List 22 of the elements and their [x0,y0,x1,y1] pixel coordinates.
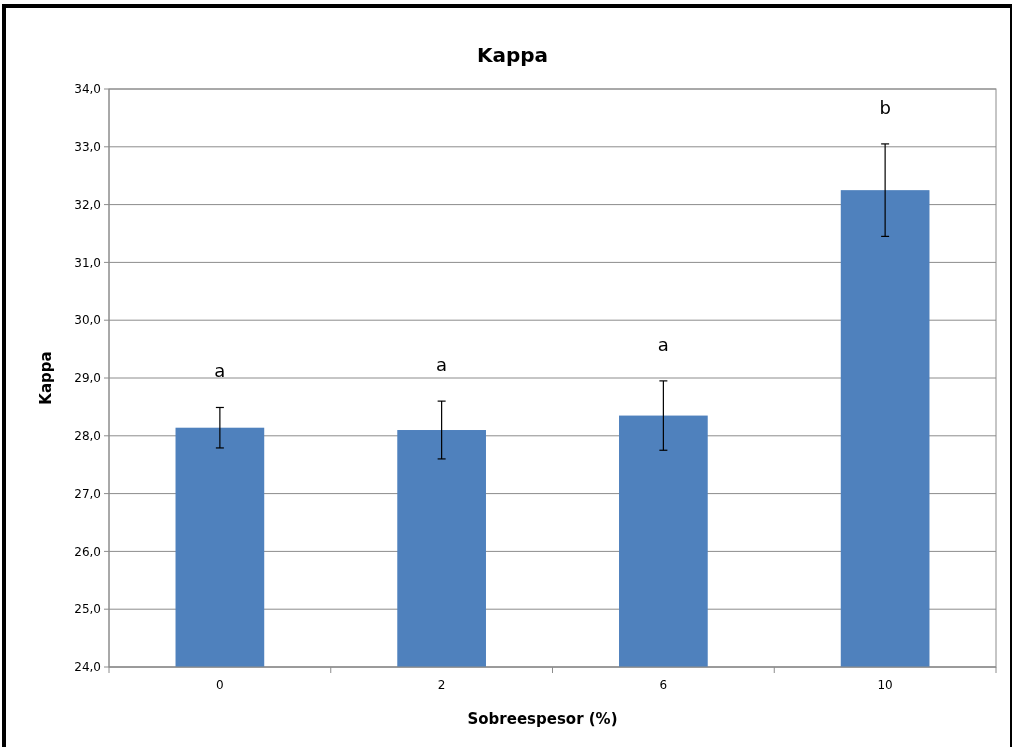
y-tick-label: 24,0 [74,660,101,675]
chart-title: Kappa [476,43,549,67]
x-axis-title: Sobreespesor (%) [467,710,618,728]
y-tick-label: 33,0 [74,140,101,154]
y-tick-label: 26,0 [74,544,101,559]
y-tick-label: 28,0 [74,429,101,443]
y-tick-label: 31,0 [74,255,101,270]
annotation: b [879,96,891,118]
annotation: a [214,360,226,382]
annotation: a [657,333,669,355]
y-tick-label: 34,0 [74,82,101,97]
x-tick-label: 0 [216,678,224,692]
y-tick-label: 30,0 [74,313,101,328]
y-tick-label: 32,0 [74,197,101,212]
x-tick-label: 6 [659,678,668,692]
y-axis-title: Kappa [37,351,55,405]
y-tick-label: 25,0 [74,602,101,617]
y-tick-label: 29,0 [74,371,101,386]
x-tick-label: 10 [877,678,893,692]
y-tick-label: 27,0 [74,486,101,501]
annotation: a [436,354,448,376]
x-tick-label: 2 [437,678,446,692]
